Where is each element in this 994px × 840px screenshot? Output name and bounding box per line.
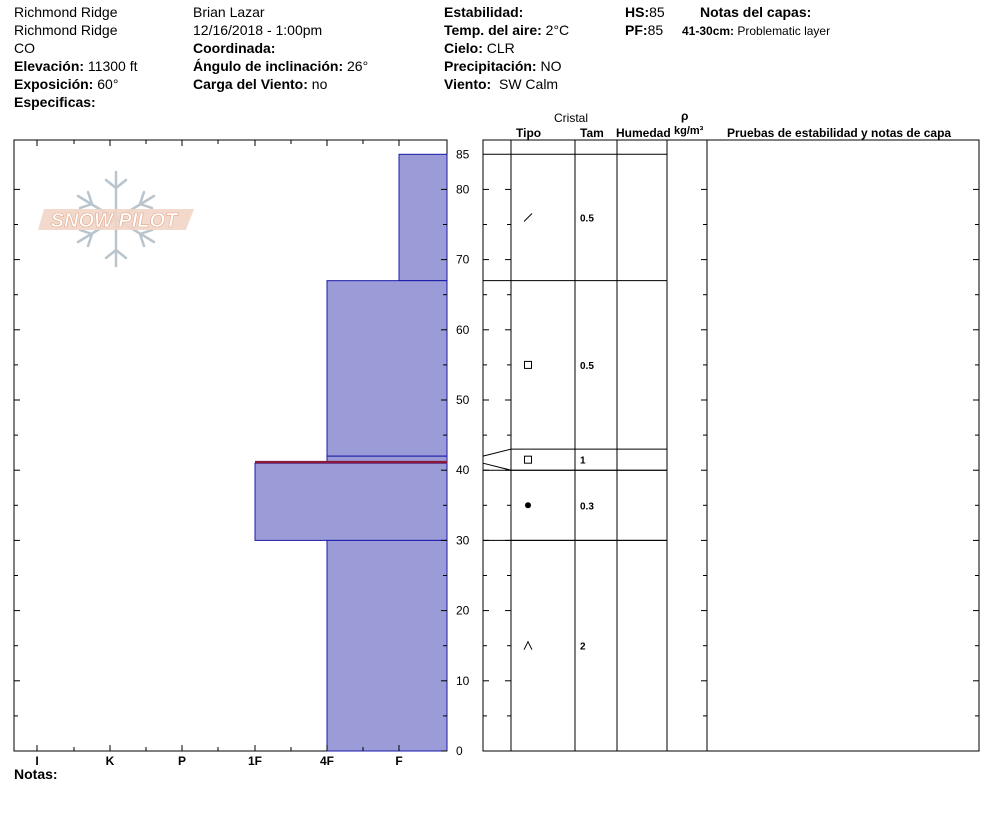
air-temp: Temp. del aire: 2°C <box>444 22 570 38</box>
hardness-tick-label: P <box>178 754 186 768</box>
layer-notes-label: Notas del capas: <box>700 4 812 20</box>
crystal-table <box>482 139 980 752</box>
depth-hoar-caret-icon <box>523 640 533 650</box>
location-state: CO <box>14 40 35 56</box>
crystal-size: 0.5 <box>580 361 594 372</box>
slope-angle: Ángulo de inclinación: 26° <box>193 58 369 74</box>
hardness-layer-1 <box>326 280 448 457</box>
hardness-tick-label: 4F <box>320 754 334 768</box>
size-header: Tam <box>580 126 604 140</box>
hardness-layer-0 <box>398 153 448 282</box>
density-unit: kg/m³ <box>674 125 704 137</box>
depth-tick-label: 40 <box>456 463 470 477</box>
stability-label: Estabilidad: <box>444 4 524 20</box>
hardness-layer-3 <box>254 462 448 541</box>
layer-note: 41-30cm: Problematic layer <box>682 24 831 38</box>
faceted-square-icon <box>524 360 532 369</box>
melt-freeze-dot-icon <box>525 502 531 509</box>
svg-text:SNOW PILOT: SNOW PILOT <box>51 210 179 232</box>
crystal-size: 0.3 <box>580 501 594 512</box>
hardness-tick-label: K <box>106 754 115 768</box>
hardness-tick-label: I <box>35 754 38 768</box>
observer: Brian Lazar <box>193 4 265 20</box>
hardness-layer-4 <box>326 539 448 752</box>
hs: HS:85 <box>625 4 665 20</box>
crystal-size: 0.5 <box>580 213 594 224</box>
depth-tick-label: 0 <box>456 744 463 758</box>
depth-tick-label: 30 <box>456 533 470 547</box>
layer-connector <box>482 448 512 457</box>
elevation: Elevación: 11300 ft <box>14 58 138 74</box>
notes-label: Notas: <box>14 766 58 782</box>
depth-tick-label: 50 <box>456 393 470 407</box>
layer-connector <box>482 462 512 471</box>
precipitation: Precipitación: NO <box>444 58 562 74</box>
hardness-tick-label: F <box>395 754 402 768</box>
location-line-1: Richmond Ridge <box>14 4 118 20</box>
crystal-size: 2 <box>580 642 586 653</box>
depth-tick-label: 70 <box>456 253 470 267</box>
depth-tick-label: 60 <box>456 323 470 337</box>
hardness-tick-label: 1F <box>248 754 262 768</box>
moisture-header: Humedad <box>616 126 671 140</box>
aspect: Exposición: 60° <box>14 76 119 92</box>
snowpilot-logo: SNOW PILOT <box>38 170 194 268</box>
depth-tick-label: 20 <box>456 604 470 618</box>
location-line-2: Richmond Ridge <box>14 22 118 38</box>
tests-header: Pruebas de estabilidad y notas de capa <box>727 126 952 140</box>
rho-header: ρ <box>681 109 689 123</box>
datetime: 12/16/2018 - 1:00pm <box>193 22 323 38</box>
depth-tick-label: 80 <box>456 182 470 196</box>
wind: Viento: SW Calm <box>444 76 559 92</box>
crystal-header: Cristal <box>554 111 589 125</box>
wind-loading: Carga del Viento: no <box>193 76 328 92</box>
decomposing-slash-icon <box>523 213 533 222</box>
sky: Cielo: CLR <box>444 40 515 56</box>
crystal-size: 1 <box>580 456 586 467</box>
faceted-square-icon <box>524 455 532 464</box>
depth-tick-label: 10 <box>456 674 470 688</box>
specifics-label: Especificas: <box>14 94 96 110</box>
pf: PF:85 <box>625 22 664 38</box>
depth-tick-label: 85 <box>456 147 470 161</box>
coord-label: Coordinada: <box>193 40 276 56</box>
type-header: Tipo <box>516 126 542 140</box>
